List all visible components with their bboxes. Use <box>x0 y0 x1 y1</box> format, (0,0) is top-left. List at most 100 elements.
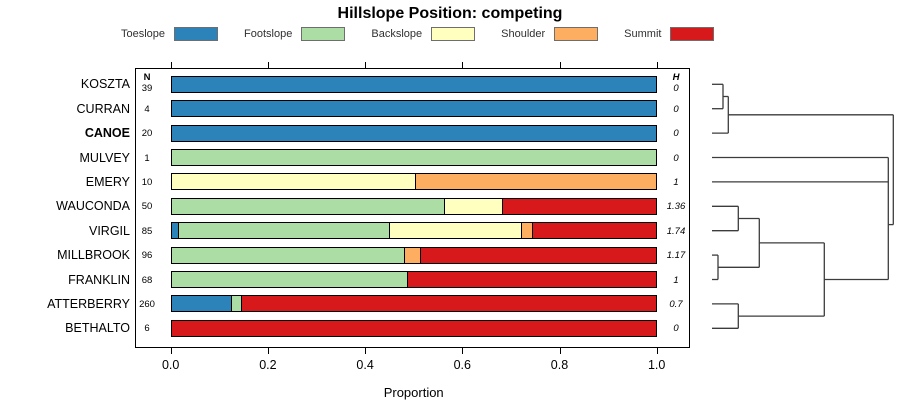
row-label-mulvey: MULVEY <box>79 150 130 165</box>
stacked-bar-millbrook <box>170 246 657 264</box>
bar-segment-shoulder <box>520 223 533 239</box>
bar-segment-shoulder <box>414 174 656 190</box>
row-label-curran: CURRAN <box>76 101 130 116</box>
n-value: 85 <box>141 225 153 237</box>
legend-swatch-footslope <box>301 27 346 41</box>
x-axis-tick-label: 0.2 <box>259 358 277 372</box>
legend-label: Backslope <box>371 28 423 40</box>
n-column-header: N <box>143 72 151 84</box>
x-axis-tick-top <box>656 62 658 68</box>
bar-segment-footslope <box>171 150 656 165</box>
row-label-koszta: KOSZTA <box>80 77 130 92</box>
x-axis-tick-label: 0.8 <box>550 358 569 372</box>
bar-segment-footslope <box>171 247 405 263</box>
x-axis-title: Proportion <box>383 385 444 400</box>
stacked-bar-bethalto <box>170 319 657 337</box>
chart-title: Hillslope Position: competing <box>337 5 563 22</box>
bar-segment-backslope <box>388 223 521 239</box>
bar-segment-summit <box>171 320 656 336</box>
bar-segment-summit <box>407 272 656 287</box>
bar-segment-toeslope <box>171 76 656 92</box>
legend-swatch-backslope <box>431 27 476 41</box>
legend: Toeslope Footslope Backslope Shoulder Summit <box>121 27 715 41</box>
h-value: 0 <box>673 128 679 140</box>
x-axis-tick-label: 0.6 <box>453 358 471 372</box>
bar-segment-shoulder <box>404 247 420 263</box>
legend-item-toeslope: Toeslope <box>121 27 219 41</box>
legend-swatch-toeslope <box>174 27 219 41</box>
bar-segment-toeslope <box>171 101 656 117</box>
x-axis-tick-label: 0.4 <box>356 358 374 372</box>
n-value: 68 <box>141 274 153 286</box>
h-column-header: H <box>672 72 680 84</box>
legend-label: Toeslope <box>121 28 166 40</box>
legend-item-shoulder: Shoulder <box>501 27 599 41</box>
n-value: 6 <box>144 323 150 335</box>
bar-segment-summit <box>502 198 656 214</box>
x-axis-tick-label: 0.0 <box>161 358 180 372</box>
stacked-bar-canoe <box>170 124 657 142</box>
stacked-bar-emery <box>170 173 657 191</box>
h-value: 1.36 <box>666 201 686 213</box>
h-value: 0 <box>673 323 679 335</box>
x-axis-tick-top <box>170 62 172 68</box>
row-label-canoe: CANOE <box>84 126 130 141</box>
bar-segment-toeslope <box>171 296 232 312</box>
legend-label: Shoulder <box>501 28 546 40</box>
row-label-bethalto: BETHALTO <box>65 321 130 336</box>
legend-swatch-summit <box>670 27 715 41</box>
stacked-bar-curran <box>170 100 657 118</box>
x-axis-tick-bottom <box>656 348 658 354</box>
legend-item-footslope: Footslope <box>244 27 346 41</box>
stacked-bar-atterberry <box>170 295 657 313</box>
n-value: 4 <box>144 103 150 115</box>
h-value: 1 <box>673 274 679 286</box>
x-axis-tick-bottom <box>267 348 270 354</box>
x-axis-tick-bottom <box>559 348 561 354</box>
stacked-bar-franklin <box>170 271 657 288</box>
row-label-virgil: VIRGIL <box>89 223 130 238</box>
h-value: 0 <box>673 103 679 115</box>
stacked-bar-mulvey <box>170 149 657 166</box>
bar-segment-toeslope <box>171 223 178 239</box>
legend-item-summit: Summit <box>624 27 715 41</box>
stacked-bar-koszta <box>170 75 657 93</box>
stacked-bar-virgil <box>170 222 657 240</box>
row-label-millbrook: MILLBROOK <box>57 248 130 263</box>
row-label-franklin: FRANKLIN <box>68 272 130 287</box>
row-label-atterberry: ATTERBERRY <box>47 296 130 311</box>
bar-segment-toeslope <box>171 125 656 141</box>
n-value: 10 <box>141 176 153 188</box>
n-value: 50 <box>141 201 153 213</box>
bar-segment-footslope <box>171 198 444 214</box>
bar-segment-summit <box>532 223 656 239</box>
h-value: 1.17 <box>666 250 686 262</box>
bar-segment-summit <box>419 247 656 263</box>
stacked-bar-wauconda <box>170 197 657 215</box>
legend-label: Footslope <box>244 28 293 40</box>
h-value: 0 <box>673 152 679 164</box>
n-value: 20 <box>141 128 153 140</box>
x-axis-tick-top <box>365 62 367 68</box>
bar-segment-footslope <box>231 296 241 312</box>
x-axis-tick-top <box>267 62 270 68</box>
n-value: N 39 <box>141 72 153 95</box>
bar-segment-summit <box>240 296 656 312</box>
x-axis-tick-bottom <box>170 348 172 354</box>
x-axis-tick-label: 1.0 <box>647 358 666 372</box>
h-value: 0.7 <box>669 298 683 310</box>
x-axis-tick-bottom <box>365 348 367 354</box>
bar-segment-backslope <box>171 174 415 190</box>
row-label-emery: EMERY <box>85 174 130 189</box>
x-axis-tick-top <box>559 62 561 68</box>
legend-label: Summit <box>624 28 662 40</box>
n-value: 96 <box>141 250 153 262</box>
legend-item-backslope: Backslope <box>371 27 476 41</box>
bar-segment-backslope <box>443 198 503 214</box>
x-axis-tick-top <box>462 62 464 68</box>
x-axis-tick-bottom <box>462 348 464 354</box>
bar-segment-footslope <box>177 223 389 239</box>
legend-swatch-shoulder <box>554 27 599 41</box>
